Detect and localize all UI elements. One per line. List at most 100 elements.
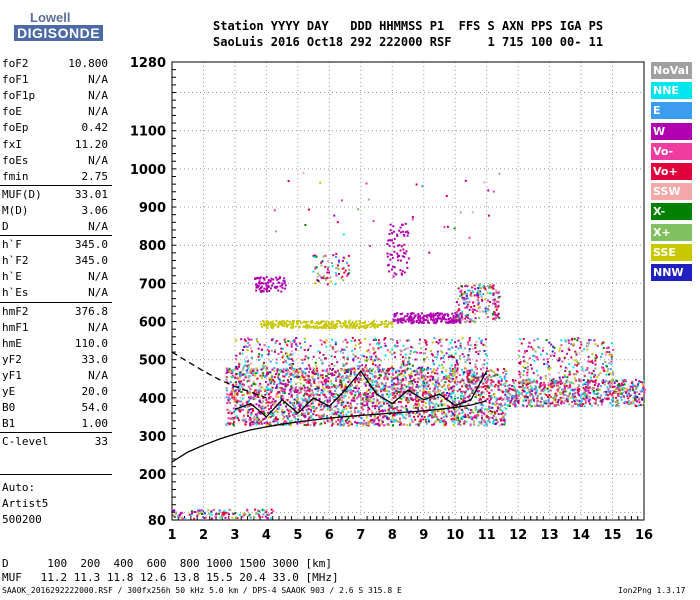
param-name: h`F xyxy=(2,238,22,252)
param-value: 345.0 xyxy=(74,254,108,268)
distance-row: D 100 200 400 600 800 1000 1500 3000 [km… xyxy=(2,557,332,570)
param-name: C-level xyxy=(2,435,49,449)
muf-row: MUF 11.2 11.3 11.8 12.6 13.8 15.5 20.4 3… xyxy=(2,571,339,584)
y-tick-label: 600 xyxy=(139,316,166,331)
param-row: hmF1 N/A xyxy=(2,321,108,336)
x-tick-label: 8 xyxy=(388,528,397,543)
legend-item-nnw: NNW xyxy=(651,264,692,281)
param-row: D N/A xyxy=(2,220,108,235)
param-row: hmF2 376.8 xyxy=(2,305,108,320)
param-row: fmin 2.75 xyxy=(2,170,108,185)
trace-trace-wiggle xyxy=(234,370,488,418)
y-tick-label: 1000 xyxy=(130,163,166,178)
param-row: yF1 N/A xyxy=(2,369,108,384)
version-label: Ion2Png 1.3.17 xyxy=(618,586,686,595)
x-tick-label: 2 xyxy=(199,528,208,543)
x-tick-label: 16 xyxy=(635,528,653,543)
param-value: 54.0 xyxy=(81,401,109,415)
param-name: foF2 xyxy=(2,57,29,70)
param-value: 11.20 xyxy=(74,137,108,151)
param-name: foEs xyxy=(2,153,29,167)
param-row: C-level 33 xyxy=(2,435,108,450)
x-tick-label: 15 xyxy=(603,528,621,543)
trace-trace-dashed xyxy=(171,351,267,399)
param-row: foF1p N/A xyxy=(2,89,108,104)
param-value: N/A xyxy=(88,368,108,382)
y-tick-label: 300 xyxy=(139,430,166,445)
distance-values: 100 200 400 600 800 1000 1500 3000 [km] xyxy=(34,557,333,570)
param-row: hmE 110.0 xyxy=(2,337,108,352)
param-value: 110.0 xyxy=(74,336,108,350)
legend-item-x: X+ xyxy=(651,223,692,241)
param-row: yF2 33.0 xyxy=(2,353,108,368)
param-value: N/A xyxy=(88,220,108,233)
param-name: M(D) xyxy=(2,203,29,217)
header-line-2: SaoLuis 2016 Oct18 292 222000 RSF 1 715 … xyxy=(213,35,604,49)
x-tick-label: 4 xyxy=(262,528,271,543)
param-value: 10.800 xyxy=(68,57,108,70)
param-row: foF1 N/A xyxy=(2,73,108,88)
param-name: hmE xyxy=(2,336,22,350)
param-row: fxI 11.20 xyxy=(2,138,108,153)
param-name: foF1 xyxy=(2,73,29,87)
param-name: D xyxy=(2,220,9,233)
legend-item-ssw: SSW xyxy=(651,183,692,201)
x-tick-label: 10 xyxy=(446,528,464,543)
param-name: h`F2 xyxy=(2,254,29,268)
param-value: 1.00 xyxy=(81,417,109,431)
distance-label: D xyxy=(2,557,9,570)
param-value: 20.0 xyxy=(81,385,109,398)
legend-item-w: W xyxy=(651,122,692,140)
param-row: foEs N/A xyxy=(2,154,108,169)
param-separator xyxy=(0,235,112,237)
param-name: B1 xyxy=(2,417,16,431)
param-name: foF1p xyxy=(2,89,36,103)
legend-item-x: X- xyxy=(651,203,692,221)
y-tick-label: 500 xyxy=(139,354,166,369)
y-tick-label: 700 xyxy=(139,277,166,292)
y-tick-label: 400 xyxy=(139,392,166,407)
footer-info: SAAOK_2016292222000.RSF / 300fx256h 50 k… xyxy=(2,586,402,595)
param-value: N/A xyxy=(88,286,108,300)
param-value: 33.01 xyxy=(74,187,108,201)
param-name: yF1 xyxy=(2,368,22,382)
param-value: 376.8 xyxy=(74,304,108,318)
legend-item-noval: NoVal xyxy=(651,62,692,79)
param-value: 33.0 xyxy=(81,352,109,366)
logo-digisonde: DIGISONDE xyxy=(14,25,104,41)
param-value: 2.75 xyxy=(81,169,109,183)
echo-cloud xyxy=(172,172,646,520)
y-tick-label: 200 xyxy=(139,468,166,483)
x-tick-label: 1 xyxy=(167,528,176,543)
param-name: yE xyxy=(2,385,16,398)
param-value: 33 xyxy=(94,435,108,449)
x-tick-label: 7 xyxy=(356,528,365,543)
param-value: 345.0 xyxy=(74,238,108,252)
auto-algorithm: Artist5 xyxy=(2,497,49,510)
param-row: B0 54.0 xyxy=(2,401,108,416)
x-tick-label: 11 xyxy=(478,528,496,543)
x-tick-label: 5 xyxy=(293,528,302,543)
x-tick-label: 3 xyxy=(230,528,239,543)
param-name: h`Es xyxy=(2,286,29,300)
x-tick-label: 12 xyxy=(509,528,527,543)
param-value: 3.06 xyxy=(81,203,109,217)
legend-item-vo: Vo- xyxy=(651,142,692,160)
param-row: foEp 0.42 xyxy=(2,121,108,136)
param-row: h`E N/A xyxy=(2,270,108,285)
param-name: yF2 xyxy=(2,352,22,366)
logo-lowell: Lowell xyxy=(30,10,71,25)
y-tick-label: 80 xyxy=(148,514,166,529)
y-tick-label: 800 xyxy=(139,239,166,254)
y-tick-label: 1100 xyxy=(130,125,166,140)
param-name: h`E xyxy=(2,270,22,284)
x-tick-label: 14 xyxy=(572,528,590,543)
y-tick-label: 900 xyxy=(139,201,166,216)
param-row: h`Es N/A xyxy=(2,286,108,301)
param-separator xyxy=(0,432,112,434)
trace-virtual-height xyxy=(171,400,487,463)
param-value: N/A xyxy=(88,89,108,103)
param-name: hmF2 xyxy=(2,304,29,318)
param-name: foEp xyxy=(2,121,29,135)
